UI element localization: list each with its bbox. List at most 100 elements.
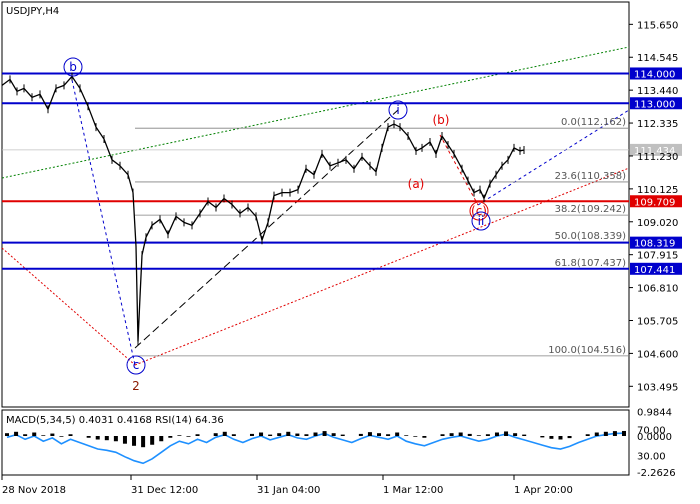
indicator-axis: 0.9844 70.000.0000 30.00 -2.2626 bbox=[637, 407, 676, 478]
wave-label-circle bbox=[469, 201, 489, 221]
level-price-tag-label: 113.000 bbox=[634, 99, 675, 110]
macd-bar bbox=[231, 434, 236, 436]
macd-bar bbox=[386, 434, 391, 436]
indicator-pane-frame bbox=[1, 409, 630, 476]
level-price-tag-label: 109.709 bbox=[634, 197, 675, 208]
level-price-tag bbox=[630, 195, 682, 208]
macd-bar bbox=[340, 434, 345, 436]
price-tick-label: 109.020 bbox=[637, 218, 678, 229]
price-tick-label: 112.335 bbox=[637, 119, 678, 130]
price-tick-label: 113.440 bbox=[637, 86, 678, 97]
macd-bar bbox=[422, 436, 427, 438]
macd-bar bbox=[322, 431, 327, 436]
price-tick-label: 115.650 bbox=[637, 20, 678, 31]
macd-bar bbox=[567, 436, 572, 439]
price-tick-label: 110.125 bbox=[637, 185, 678, 196]
macd-bar bbox=[259, 432, 264, 436]
price-tick-label: 107.915 bbox=[637, 251, 678, 262]
macd-bar bbox=[413, 436, 418, 437]
macd-bar bbox=[32, 432, 37, 436]
macd-bar bbox=[41, 435, 46, 436]
macd-bar bbox=[549, 436, 554, 439]
wave-connector-b-c-red bbox=[439, 134, 479, 206]
macd-bar bbox=[594, 432, 599, 436]
macd-bar bbox=[141, 436, 146, 448]
macd-bar bbox=[150, 436, 155, 445]
macd-bar bbox=[186, 436, 191, 437]
macd-bar bbox=[159, 436, 164, 442]
macd-bar bbox=[585, 434, 590, 436]
macd-bar bbox=[195, 434, 200, 436]
macd-bar bbox=[540, 436, 545, 438]
time-tick-label: 1 Mar 12:00 bbox=[383, 485, 443, 496]
indicator-tick-label: 70.00 bbox=[637, 426, 666, 437]
wave-label: (b) bbox=[433, 113, 450, 127]
indicator-series bbox=[5, 430, 626, 465]
level-price-tag bbox=[630, 236, 682, 249]
macd-bar bbox=[558, 436, 563, 440]
price-tick-label: 104.600 bbox=[637, 349, 678, 360]
level-price-tag-label: 107.441 bbox=[634, 265, 675, 276]
macd-bar bbox=[603, 431, 608, 436]
level-price-tag bbox=[630, 262, 682, 275]
chart-title: USDJPY,H4 bbox=[6, 6, 59, 17]
macd-bar bbox=[168, 436, 173, 438]
wave-label: ii bbox=[478, 214, 485, 228]
macd-bar bbox=[467, 433, 472, 436]
macd-bar bbox=[14, 431, 19, 436]
macd-bar bbox=[504, 431, 509, 436]
macd-bar bbox=[177, 435, 182, 436]
time-tick-label: 1 Apr 20:00 bbox=[514, 485, 573, 496]
macd-bar bbox=[377, 433, 382, 436]
indicator-tick-label: 0.0000 bbox=[637, 432, 672, 443]
level-price-tag-label: 114.000 bbox=[634, 69, 675, 80]
main-pane-frame bbox=[1, 1, 630, 408]
macd-bar bbox=[313, 432, 318, 436]
time-tick-label: 31 Jan 04:00 bbox=[257, 485, 320, 496]
wave-label: c bbox=[133, 358, 140, 372]
time-tick-label: 28 Nov 2018 bbox=[2, 485, 66, 496]
price-tick-label: 114.545 bbox=[637, 53, 678, 64]
macd-bar bbox=[122, 436, 127, 444]
macd-bar bbox=[104, 436, 109, 441]
fib-level-label: 23.6(110.358) bbox=[555, 171, 627, 182]
macd-bar bbox=[268, 434, 273, 436]
wave-label-circle bbox=[126, 355, 146, 375]
macd-bar bbox=[50, 433, 55, 436]
horizontal-levels: 114.000 113.000 109.709 108.319 107.441 111.4… bbox=[2, 67, 682, 276]
fib-level-label: 50.0(108.339) bbox=[555, 231, 627, 242]
macd-bar bbox=[404, 435, 409, 436]
current-price-label: 111.434 bbox=[634, 146, 675, 157]
price-tick-label: 103.495 bbox=[637, 382, 678, 393]
macd-bar bbox=[295, 433, 300, 436]
level-price-tag-label: 108.319 bbox=[634, 239, 675, 250]
lower-trend-line bbox=[1, 247, 136, 366]
macd-bar bbox=[213, 433, 218, 436]
macd-bar bbox=[132, 436, 137, 446]
macd-bar bbox=[395, 432, 400, 436]
macd-bar bbox=[23, 434, 28, 436]
wave-label: b bbox=[69, 60, 77, 74]
macd-bar bbox=[622, 430, 626, 436]
macd-bar bbox=[59, 436, 64, 437]
macd-bar bbox=[522, 434, 527, 436]
macd-bar bbox=[5, 433, 9, 436]
lower-channel-line bbox=[134, 167, 630, 366]
indicator-tick-label: 0.9844 bbox=[637, 407, 672, 418]
level-price-tag bbox=[630, 97, 682, 110]
time-tick-label: 31 Dec 12:00 bbox=[131, 485, 198, 496]
indicator-tick-label: 30.00 bbox=[637, 452, 666, 463]
fib-level-label: 0.0(112.162) bbox=[561, 117, 626, 128]
wave-label-circle bbox=[388, 100, 408, 120]
indicator-tick-label: -2.2626 bbox=[637, 468, 676, 479]
macd-bar bbox=[249, 433, 254, 436]
macd-bar bbox=[612, 431, 617, 436]
wave-label-circle bbox=[471, 211, 491, 231]
macd-bar bbox=[485, 434, 490, 436]
macd-bar bbox=[222, 431, 227, 436]
price-tick-label: 111.230 bbox=[637, 152, 678, 163]
wave-label-circle bbox=[63, 57, 83, 77]
